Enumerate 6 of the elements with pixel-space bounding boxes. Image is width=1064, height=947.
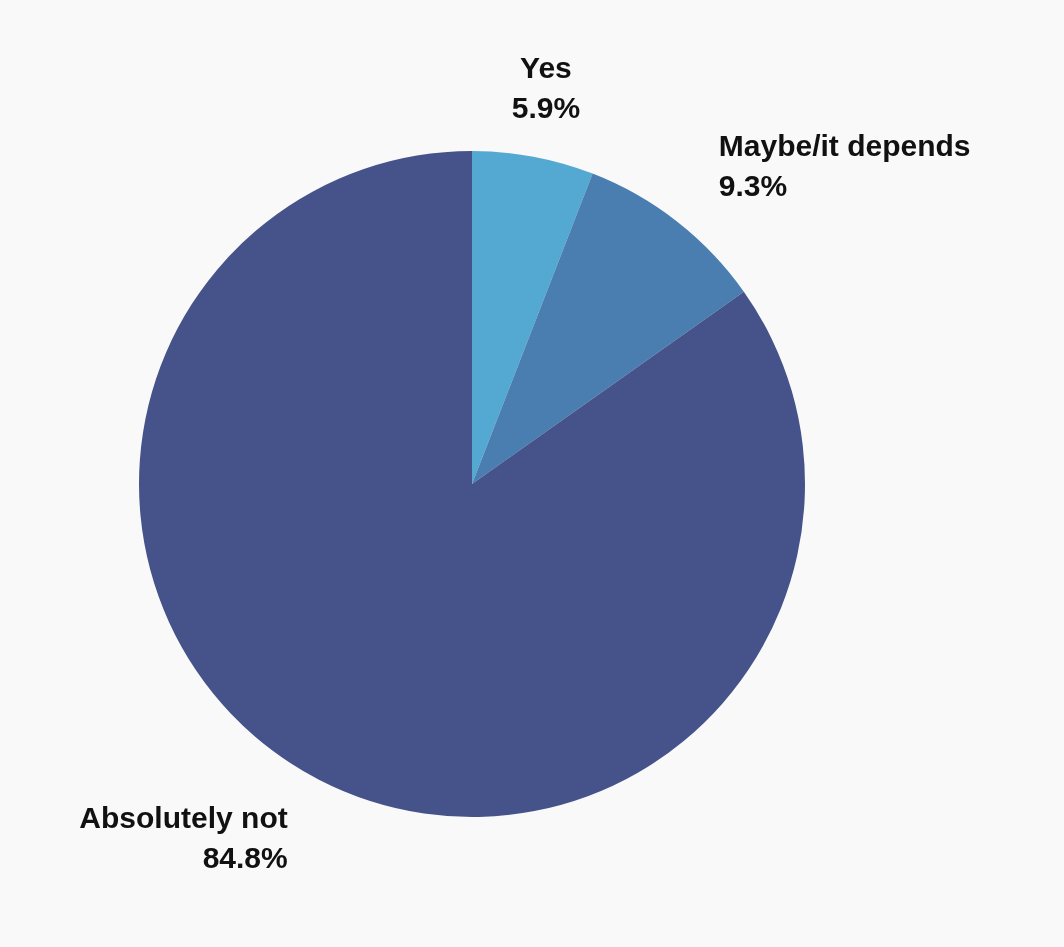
data-label: 9.3% [718,169,788,203]
data-label: 84.8% [202,841,288,875]
data-label: 5.9% [511,91,581,125]
slice-label: Absolutely not [79,801,288,835]
slice-label: Maybe/it depends [718,129,971,163]
slice-label: Yes [520,51,572,85]
